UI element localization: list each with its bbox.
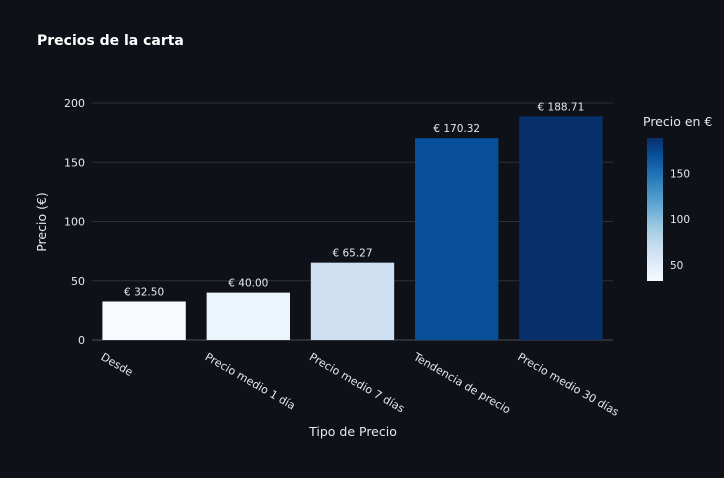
- y-tick-label: 0: [78, 334, 85, 347]
- bar[interactable]: [519, 116, 603, 340]
- data-labels: € 32.50 € 40.00 € 65.27 € 170.32 € 188.71: [124, 101, 584, 298]
- bar[interactable]: [415, 138, 499, 340]
- colorbar-title: Precio en €: [643, 114, 712, 129]
- y-tick-label: 150: [64, 156, 85, 169]
- y-tick-label: 200: [64, 97, 85, 110]
- y-axis-ticks: 0 50 100 150 200: [64, 97, 85, 347]
- bars: [102, 116, 603, 340]
- bar-data-label: € 40.00: [228, 278, 268, 290]
- colorbar: Precio en € 50 100 150: [643, 114, 712, 281]
- x-tick-label: Tendencia de precio: [410, 350, 513, 417]
- chart-title: Precios de la carta: [37, 33, 184, 49]
- colorbar-tick-label: 50: [670, 260, 683, 272]
- bar-data-label: € 65.27: [332, 248, 372, 260]
- y-tick-label: 100: [64, 216, 85, 229]
- bar-data-label: € 32.50: [124, 286, 164, 298]
- y-tick-label: 50: [71, 275, 85, 288]
- bar[interactable]: [310, 262, 395, 340]
- colorbar-tick-label: 150: [670, 168, 690, 180]
- bar-data-label: € 188.71: [538, 101, 585, 113]
- bar[interactable]: [206, 292, 290, 340]
- bar[interactable]: [102, 301, 186, 340]
- y-axis-title: Precio (€): [34, 192, 49, 252]
- colorbar-gradient: [647, 138, 663, 281]
- x-tick-label: Precio medio 7 días: [307, 350, 407, 415]
- x-axis-title: Tipo de Precio: [308, 424, 397, 439]
- x-axis-ticks: Desde Precio medio 1 día Precio medio 7 dí…: [99, 350, 622, 419]
- bar-data-label: € 170.32: [433, 123, 480, 135]
- x-tick-label: Precio medio 1 día: [203, 350, 298, 412]
- colorbar-ticks: 50 100 150: [670, 168, 690, 272]
- colorbar-tick-label: 100: [670, 214, 690, 226]
- x-tick-label: Desde: [99, 350, 136, 379]
- x-tick-label: Precio medio 30 días: [515, 350, 621, 419]
